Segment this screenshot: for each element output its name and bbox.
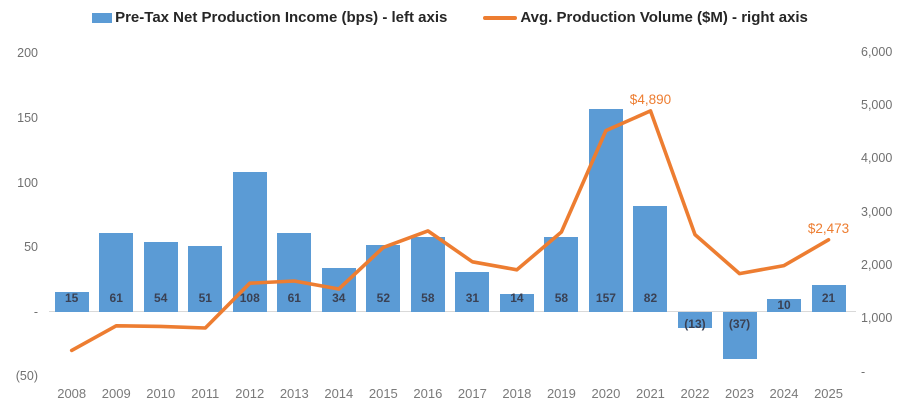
x-axis-label: 2008 (57, 386, 87, 401)
legend: Pre-Tax Net Production Income (bps) - le… (0, 9, 900, 26)
bar-label: 14 (510, 290, 524, 305)
right-axis-tick-label: 5,000 (861, 98, 893, 113)
left-axis-tick-label: 100 (17, 175, 38, 190)
left-axis-tick-label: 50 (24, 240, 38, 255)
legend-item-bar-series: Pre-Tax Net Production Income (bps) - le… (92, 9, 447, 26)
bar-label: (13) (684, 317, 706, 331)
x-axis-label: 2013 (279, 386, 309, 401)
x-axis-label: 2020 (591, 386, 621, 401)
bar-label: (37) (728, 317, 751, 331)
right-axis-tick-label: - (861, 364, 866, 379)
x-axis-label: 2010 (146, 386, 176, 401)
bar-label: 157 (595, 290, 616, 305)
bar-2014 (321, 267, 356, 312)
production-volume-line (69, 109, 831, 353)
x-axis-label: 2019 (546, 386, 576, 401)
line-annotation: $2,473 (807, 220, 850, 236)
left-axis-tick-label: 200 (17, 46, 38, 61)
bar-label: 52 (376, 290, 390, 305)
x-axis-label: 2025 (814, 386, 843, 401)
x-axis-label: 2022 (680, 386, 710, 401)
right-axis-tick-label: 4,000 (861, 151, 893, 166)
bar-label: 21 (821, 290, 836, 305)
bar-label: 51 (198, 290, 212, 305)
bar-series-swatch-icon (92, 12, 113, 23)
legend-label-bar-series: Pre-Tax Net Production Income (bps) - le… (115, 9, 448, 26)
bar-label: 31 (465, 290, 480, 305)
bar-label: 15 (65, 290, 79, 305)
left-axis-tick-label: - (33, 304, 38, 319)
x-axis-label: 2024 (769, 386, 799, 401)
bar-label: 82 (643, 290, 658, 305)
right-axis-tick-label: 3,000 (861, 204, 893, 219)
x-axis-label: 2023 (725, 386, 754, 401)
x-axis-label: 2012 (235, 386, 265, 401)
x-axis-label: 2015 (368, 386, 398, 401)
x-axis-label: 2021 (635, 386, 665, 401)
bar-label: 34 (332, 290, 346, 305)
bar-label: 108 (239, 290, 260, 305)
bar-label: 54 (154, 290, 168, 305)
x-axis-label: 2009 (101, 386, 131, 401)
x-axis-label: 2016 (413, 386, 443, 401)
line-annotation: $4,890 (629, 91, 672, 107)
right-axis-tick-label: 6,000 (861, 44, 893, 59)
x-axis-label: 2014 (324, 386, 354, 401)
bar-label: 58 (421, 290, 435, 305)
right-axis-tick-label: 2,000 (861, 258, 893, 273)
x-axis-label: 2011 (191, 386, 220, 401)
legend-item-line-series: Avg. Production Volume ($M) - right axis (483, 9, 808, 26)
right-axis-tick-label: 1,000 (861, 311, 893, 326)
bar-2020 (588, 108, 623, 312)
left-axis-tick-label: (50) (15, 369, 38, 384)
bar-label: 61 (287, 290, 301, 305)
bar-label: 10 (777, 297, 791, 312)
left-axis-tick-label: 150 (17, 110, 38, 125)
bar-label: 61 (109, 290, 123, 305)
x-axis-label: 2017 (457, 386, 487, 401)
legend-label-line-series: Avg. Production Volume ($M) - right axis (520, 9, 808, 26)
x-axis-label: 2018 (502, 386, 532, 401)
bar-label: 58 (554, 290, 569, 305)
line-series-swatch-icon (483, 15, 518, 20)
